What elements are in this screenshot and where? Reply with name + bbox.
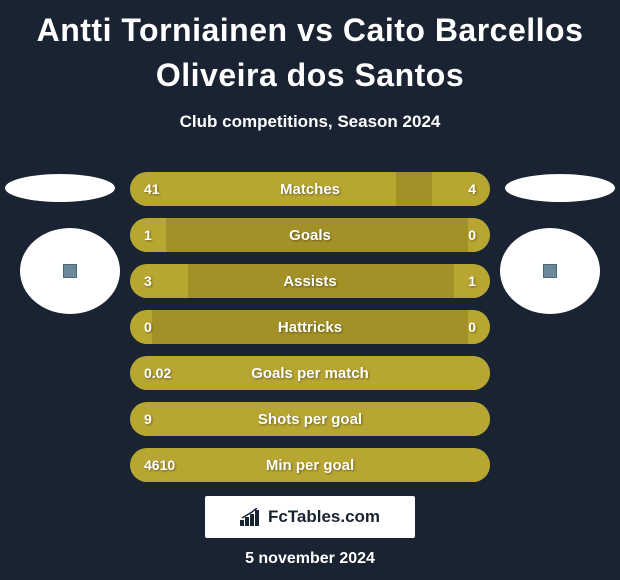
site-logo: FcTables.com (205, 496, 415, 538)
stat-label: Min per goal (130, 457, 490, 474)
stat-label: Goals per match (130, 365, 490, 382)
stat-value-right: 1 (468, 273, 476, 289)
club-icon-right (543, 264, 557, 278)
stats-list: 41Matches41Goals03Assists10Hattricks00.0… (130, 172, 490, 494)
stat-label: Matches (130, 181, 490, 198)
club-icon-left (63, 264, 77, 278)
stat-row: 9Shots per goal (130, 402, 490, 436)
stat-value-right: 0 (468, 319, 476, 335)
chart-icon (240, 508, 262, 526)
stat-row: 1Goals0 (130, 218, 490, 252)
logo-text: FcTables.com (268, 507, 380, 527)
page-title: Antti Torniainen vs Caito Barcellos Oliv… (0, 8, 620, 98)
stat-label: Assists (130, 273, 490, 290)
stat-label: Shots per goal (130, 411, 490, 428)
stat-row: 0.02Goals per match (130, 356, 490, 390)
player-avatar-right (505, 174, 615, 202)
date-label: 5 november 2024 (0, 550, 620, 568)
stat-value-right: 0 (468, 227, 476, 243)
subtitle: Club competitions, Season 2024 (0, 112, 620, 132)
stat-label: Goals (130, 227, 490, 244)
club-badge-right (500, 228, 600, 314)
player-avatar-left (5, 174, 115, 202)
stat-row: 4610Min per goal (130, 448, 490, 482)
stat-row: 0Hattricks0 (130, 310, 490, 344)
stat-row: 3Assists1 (130, 264, 490, 298)
stat-value-right: 4 (468, 181, 476, 197)
stat-label: Hattricks (130, 319, 490, 336)
stat-row: 41Matches4 (130, 172, 490, 206)
club-badge-left (20, 228, 120, 314)
